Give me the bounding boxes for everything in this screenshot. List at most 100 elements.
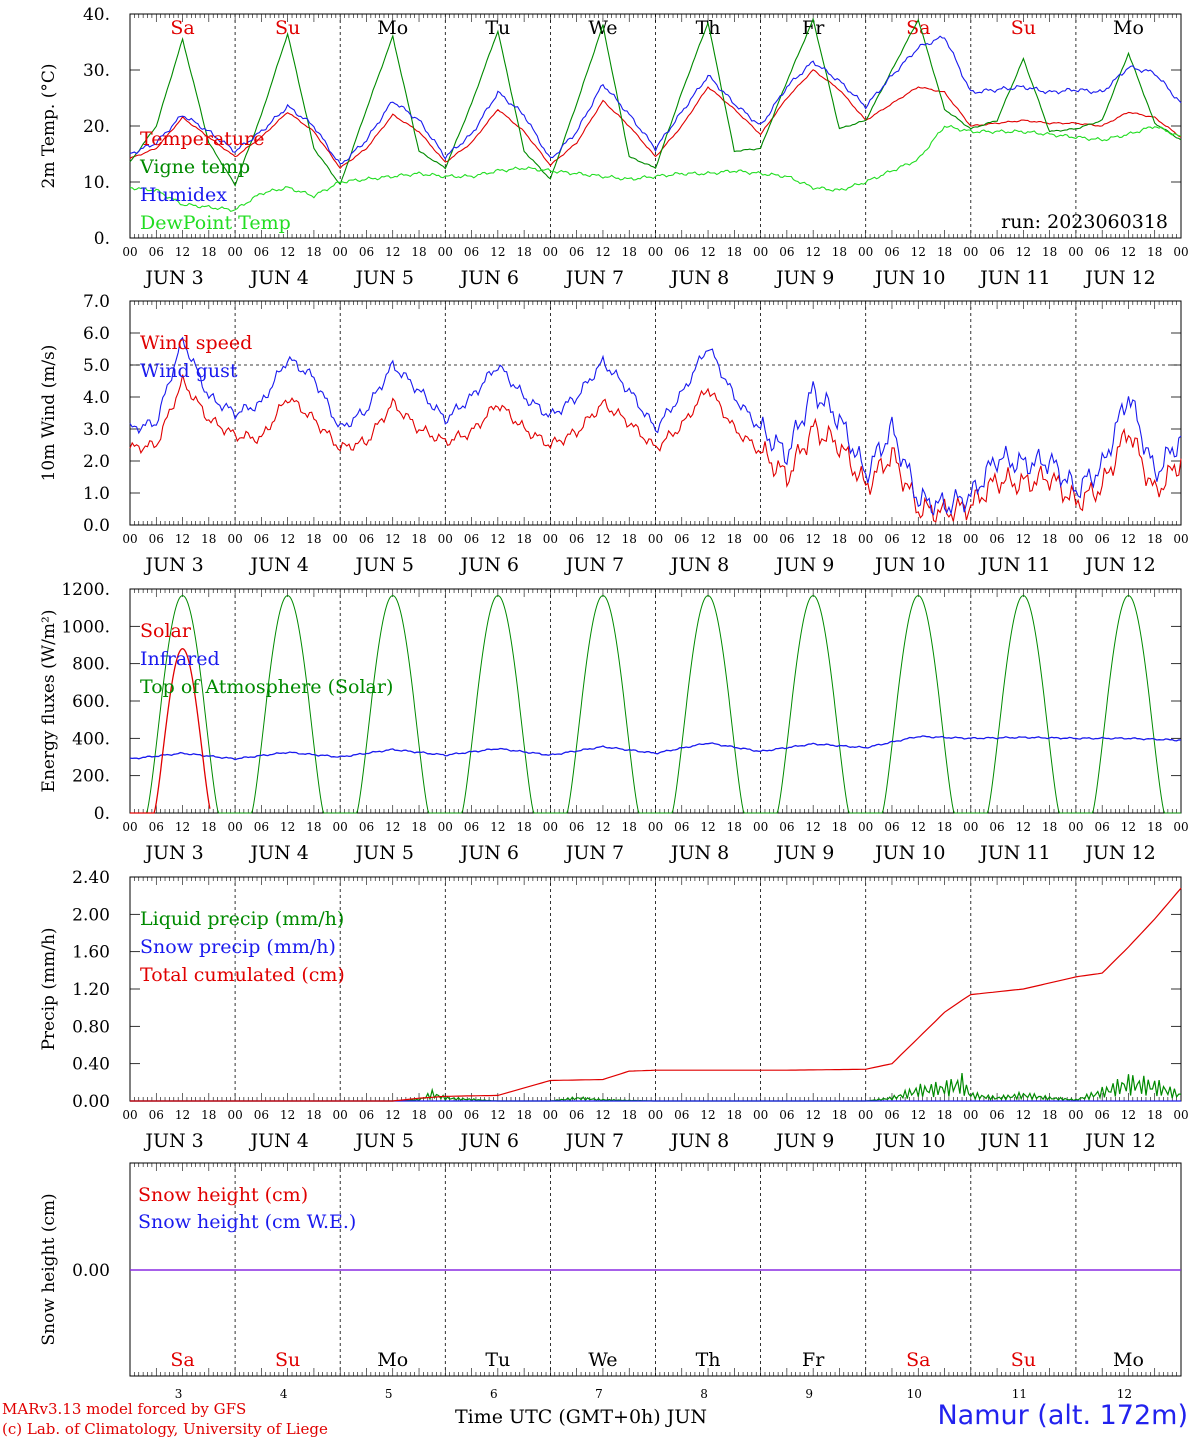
weekday-label: We	[588, 1349, 617, 1371]
hour-tick-label: 00	[1068, 820, 1083, 834]
series-line	[129, 124, 1182, 213]
hour-tick-label: 18	[411, 820, 426, 834]
date-label: JUN 5	[354, 842, 414, 864]
run-annotation: run: 2023060318	[1001, 211, 1168, 233]
hour-tick-label: 12	[490, 532, 505, 546]
hour-tick-label: 06	[884, 245, 899, 259]
hour-tick-label: 00	[438, 245, 453, 259]
y-tick-label: 1.0	[83, 484, 110, 504]
hour-tick-label: 00	[753, 1108, 768, 1122]
legend-entry: Temperature	[140, 128, 264, 150]
hour-tick-label: 00	[963, 532, 978, 546]
date-label: JUN 9	[774, 842, 834, 864]
hour-tick-label: 00	[858, 820, 873, 834]
hour-tick-label: 00	[333, 820, 348, 834]
series-line	[130, 648, 211, 814]
hour-tick-label: 12	[806, 245, 821, 259]
hour-tick-label: 12	[1121, 820, 1136, 834]
day-number-label: 10	[907, 1387, 922, 1401]
y-tick-label: 1200.	[61, 580, 110, 600]
day-number-label: 11	[1012, 1387, 1027, 1401]
weekday-label: Th	[696, 17, 721, 39]
series-line	[129, 35, 1182, 165]
day-number-label: 12	[1117, 1387, 1132, 1401]
hour-tick-label: 18	[727, 532, 742, 546]
hour-tick-label: 00	[753, 245, 768, 259]
hour-tick-label: 00	[1173, 1108, 1188, 1122]
y-tick-label: 200.	[72, 767, 110, 787]
date-label: JUN 5	[354, 1130, 414, 1152]
hour-tick-label: 00	[1173, 245, 1188, 259]
y-tick-label: 4.0	[83, 388, 110, 408]
weekday-label: Tu	[485, 1349, 510, 1371]
hour-tick-label: 00	[1068, 1108, 1083, 1122]
hour-tick-label: 12	[175, 245, 190, 259]
hour-tick-label: 06	[464, 245, 479, 259]
date-label: JUN 11	[978, 267, 1050, 289]
date-label: JUN 6	[459, 267, 519, 289]
weekday-label: Sa	[906, 17, 930, 39]
y-tick-label: 6.0	[83, 324, 110, 344]
hour-tick-label: 12	[385, 245, 400, 259]
date-label: JUN 8	[669, 842, 729, 864]
hour-tick-label: 06	[989, 245, 1004, 259]
hour-tick-label: 12	[911, 532, 926, 546]
y-tick-label: 3.0	[83, 420, 110, 440]
hour-tick-label: 06	[989, 1108, 1004, 1122]
hour-tick-label: 00	[753, 820, 768, 834]
date-label: JUN 4	[248, 1130, 308, 1152]
date-label: JUN 8	[669, 267, 729, 289]
hour-tick-label: 12	[700, 245, 715, 259]
day-number-label: 6	[490, 1387, 498, 1401]
weekday-label: Su	[1011, 1349, 1036, 1371]
hour-tick-label: 18	[1042, 245, 1057, 259]
date-label: JUN 12	[1083, 1130, 1155, 1152]
hour-tick-label: 06	[989, 820, 1004, 834]
hour-tick-label: 12	[1016, 1108, 1031, 1122]
hour-tick-label: 06	[254, 245, 269, 259]
hour-tick-label: 18	[1147, 820, 1162, 834]
hour-tick-label: 06	[674, 532, 689, 546]
hour-tick-label: 18	[411, 1108, 426, 1122]
day-number-label: 9	[805, 1387, 813, 1401]
hour-tick-label: 18	[727, 1108, 742, 1122]
weekday-label: Su	[1011, 17, 1036, 39]
hour-tick-label: 12	[911, 1108, 926, 1122]
hour-tick-label: 12	[175, 1108, 190, 1122]
hour-tick-label: 00	[858, 245, 873, 259]
series-line	[129, 336, 1182, 516]
day-number-label: 5	[385, 1387, 393, 1401]
weekday-label: Mo	[377, 1349, 408, 1371]
y-tick-label: 800.	[72, 655, 110, 675]
series-line	[129, 17, 1182, 187]
hour-tick-label: 06	[1095, 532, 1110, 546]
hour-tick-label: 00	[227, 1108, 242, 1122]
hour-tick-label: 06	[779, 820, 794, 834]
date-label: JUN 10	[873, 554, 945, 576]
weekday-label: Tu	[485, 17, 510, 39]
energy-axis-label: Energy fluxes (W/m²)	[39, 610, 59, 793]
hour-tick-label: 18	[411, 532, 426, 546]
hour-tick-label: 06	[254, 1108, 269, 1122]
hour-tick-label: 18	[727, 245, 742, 259]
temperature-axis-label: 2m Temp. (°C)	[39, 63, 59, 188]
hour-tick-label: 12	[280, 1108, 295, 1122]
hour-tick-label: 12	[806, 820, 821, 834]
date-label: JUN 10	[873, 1130, 945, 1152]
hour-tick-label: 18	[516, 245, 531, 259]
day-number-label: 3	[175, 1387, 183, 1401]
hour-tick-label: 18	[622, 245, 637, 259]
y-tick-label: 2.0	[83, 452, 110, 472]
y-tick-label: 10.	[83, 173, 110, 193]
weekday-label: Mo	[377, 17, 408, 39]
hour-tick-label: 18	[832, 245, 847, 259]
hour-tick-label: 18	[516, 820, 531, 834]
legend-entry: Wind gust	[140, 360, 238, 382]
hour-tick-label: 00	[648, 820, 663, 834]
hour-tick-label: 00	[648, 532, 663, 546]
legend-entry: Infrared	[140, 648, 220, 670]
hour-tick-label: 12	[1016, 532, 1031, 546]
y-tick-label: 1.60	[72, 943, 110, 963]
hour-tick-label: 18	[622, 532, 637, 546]
hour-tick-label: 18	[1147, 245, 1162, 259]
